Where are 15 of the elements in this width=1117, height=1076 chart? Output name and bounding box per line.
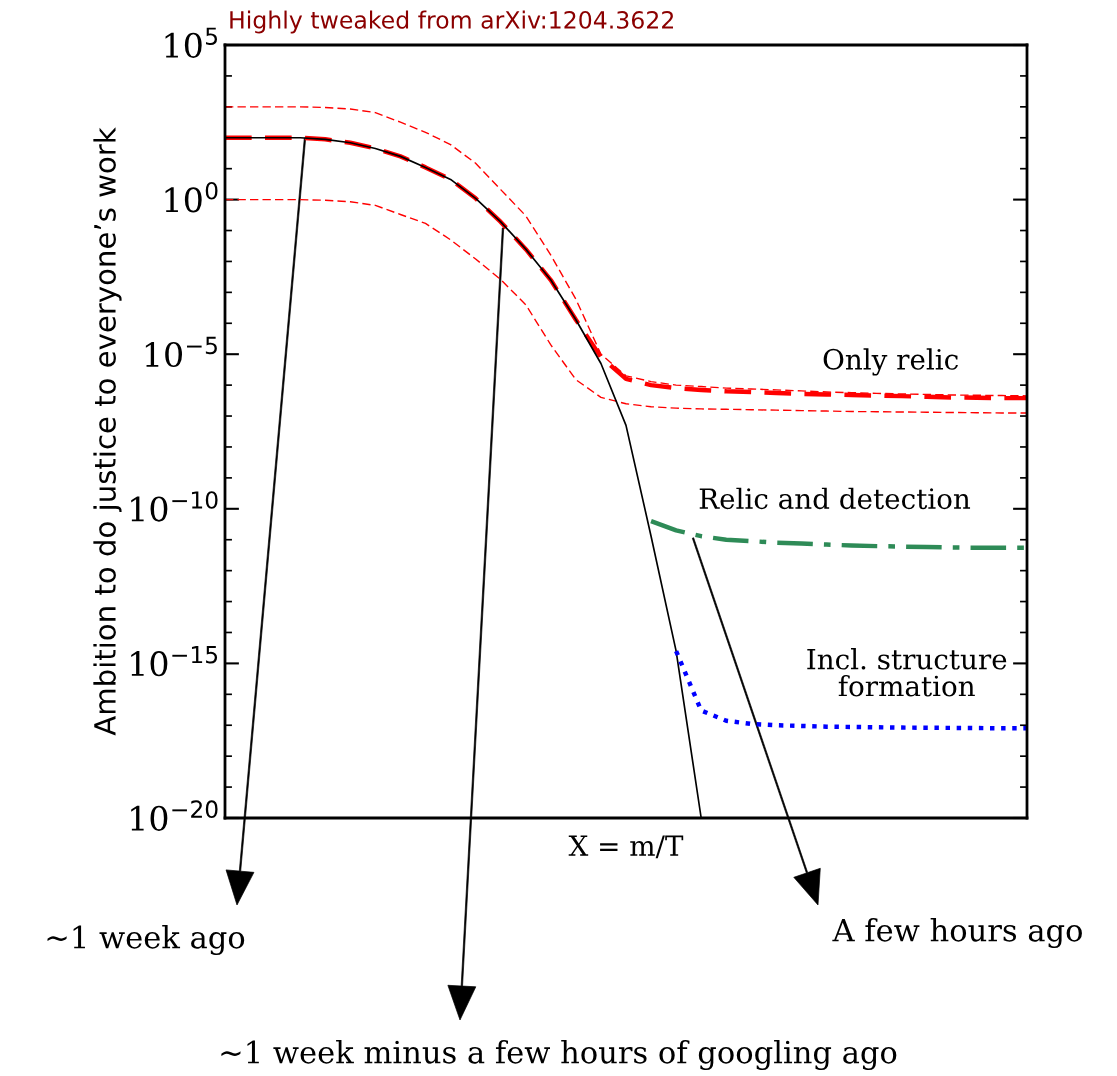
text: ~1 week ago	[47, 925, 245, 955]
y-tick-label: 10$^{0}$	[165, 181, 218, 213]
y-tick-label: 10$^{−10}$	[131, 491, 218, 522]
series-label: Relic and detection	[699, 487, 971, 510]
text: A few hours ago	[832, 918, 1082, 948]
y-tick-label: 10$^{−20}$	[131, 800, 218, 831]
y-tick-label: 10$^{−15}$	[131, 646, 218, 677]
series-label: Incl. structure formation	[807, 648, 1007, 697]
x-axis-title: X = m/T	[568, 835, 684, 859]
y-tick-label: 10$^{5}$	[165, 27, 218, 58]
y-tick-label: 10$^{−5}$	[145, 336, 217, 368]
series-label: Only relic	[823, 348, 958, 376]
chart-title: Highly tweaked from arXiv:1204.3622	[230, 10, 673, 34]
y-axis-title: Ambition to do justice to everyone’s work	[93, 127, 122, 736]
text: ~1 week minus a few hours of googling ago	[221, 1040, 897, 1070]
